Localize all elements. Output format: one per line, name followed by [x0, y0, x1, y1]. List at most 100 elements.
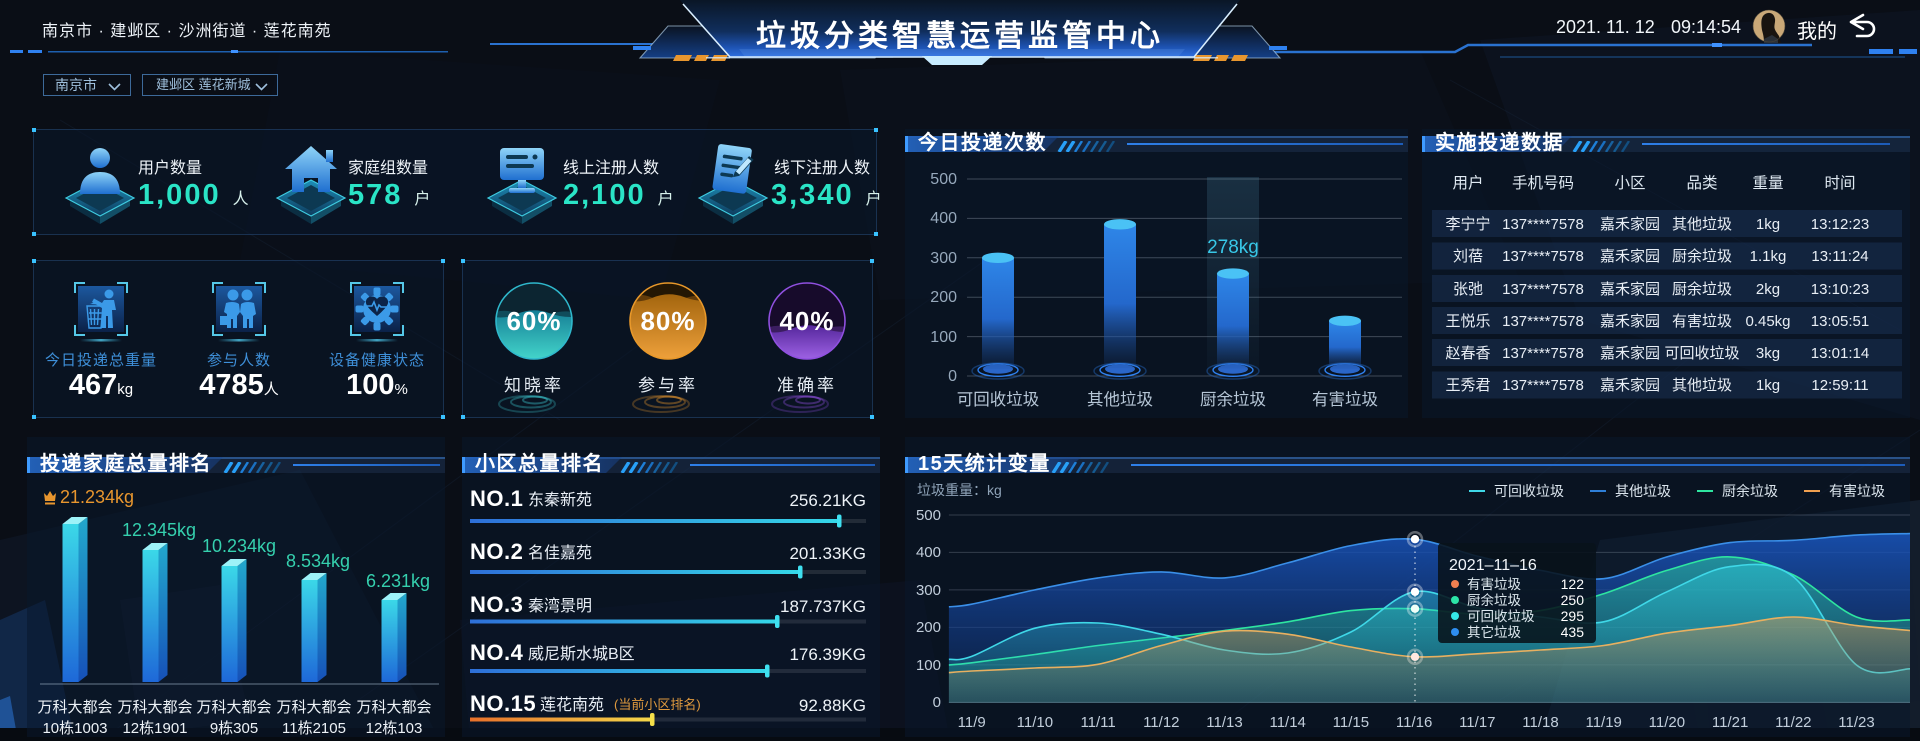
svg-text:137****7578: 137****7578: [1502, 313, 1584, 330]
svg-text:有害垃圾: 有害垃圾: [1672, 313, 1732, 330]
svg-text:可回收垃圾: 可回收垃圾: [957, 390, 1040, 409]
svg-text:1.1kg: 1.1kg: [1750, 248, 1787, 265]
svg-text:其它垃圾: 其它垃圾: [1467, 624, 1521, 640]
svg-text:有害垃圾: 有害垃圾: [1467, 577, 1521, 592]
svg-text:2kg: 2kg: [1756, 281, 1780, 298]
svg-text:NO.1: NO.1: [470, 486, 523, 511]
svg-text:NO.15: NO.15: [470, 691, 536, 716]
svg-text:13:10:23: 13:10:23: [1811, 281, 1869, 298]
svg-text:11/10: 11/10: [1017, 714, 1053, 731]
svg-text:其他垃圾: 其他垃圾: [1672, 216, 1732, 233]
svg-text:300: 300: [916, 582, 941, 599]
svg-text:嘉禾家园: 嘉禾家园: [1600, 313, 1660, 330]
svg-text:137****7578: 137****7578: [1502, 248, 1584, 265]
svg-text:278kg: 278kg: [1207, 237, 1259, 258]
svg-text:500: 500: [930, 171, 957, 188]
svg-text:256.21KG: 256.21KG: [789, 491, 866, 510]
svg-text:嘉禾家园: 嘉禾家园: [1600, 377, 1660, 394]
svg-text:3kg: 3kg: [1756, 345, 1780, 362]
svg-text:11/18: 11/18: [1522, 714, 1558, 731]
svg-text:11/22: 11/22: [1775, 714, 1811, 731]
svg-text:80%: 80%: [640, 306, 695, 336]
svg-text:11栋2105: 11栋2105: [282, 719, 346, 737]
svg-text:可回收垃圾: 可回收垃圾: [1664, 345, 1739, 362]
svg-text:威尼斯水城B区: 威尼斯水城B区: [528, 645, 635, 663]
svg-text:400: 400: [916, 544, 941, 561]
svg-text:201.33KG: 201.33KG: [789, 544, 866, 563]
svg-text:可回收垃圾: 可回收垃圾: [1467, 609, 1535, 624]
svg-text:187.737KG: 187.737KG: [780, 597, 866, 616]
svg-text:12.345kg: 12.345kg: [122, 520, 196, 540]
svg-text:厨余垃圾: 厨余垃圾: [1467, 592, 1521, 608]
svg-text:9栋305: 9栋305: [210, 719, 258, 737]
svg-text:11/21: 11/21: [1712, 714, 1748, 731]
svg-text:嘉禾家园: 嘉禾家园: [1600, 216, 1660, 233]
svg-text:12:59:11: 12:59:11: [1811, 377, 1868, 394]
svg-text:11/23: 11/23: [1838, 714, 1874, 731]
svg-text:NO.4: NO.4: [470, 640, 524, 665]
svg-text:295: 295: [1561, 608, 1585, 624]
svg-text:13:12:23: 13:12:23: [1811, 216, 1869, 233]
svg-text:手机号码: 手机号码: [1512, 174, 1574, 192]
svg-text:137****7578: 137****7578: [1502, 345, 1584, 362]
svg-text:0.45kg: 0.45kg: [1745, 313, 1790, 330]
svg-text:21.234kg: 21.234kg: [60, 487, 134, 507]
svg-text:王悦乐: 王悦乐: [1445, 313, 1490, 330]
svg-text:137****7578: 137****7578: [1502, 216, 1584, 233]
svg-text:赵春香: 赵春香: [1445, 345, 1490, 362]
svg-text:200: 200: [916, 619, 941, 636]
svg-text:重量: 重量: [1752, 174, 1783, 192]
svg-text:嘉禾家园: 嘉禾家园: [1600, 281, 1660, 298]
svg-text:莲花南苑: 莲花南苑: [540, 696, 604, 714]
svg-text:嘉禾家园: 嘉禾家园: [1600, 345, 1660, 362]
svg-text:NO.2: NO.2: [470, 539, 523, 564]
svg-text:东秦新苑: 东秦新苑: [528, 491, 592, 509]
svg-text:11/12: 11/12: [1143, 714, 1179, 731]
svg-text:11/11: 11/11: [1080, 714, 1115, 731]
svg-text:厨余垃圾: 厨余垃圾: [1672, 280, 1732, 298]
svg-text:11/14: 11/14: [1269, 714, 1305, 731]
svg-text:11/13: 11/13: [1206, 714, 1242, 731]
svg-text:NO.3: NO.3: [470, 592, 523, 617]
svg-text:0: 0: [933, 694, 941, 711]
svg-text:8.534kg: 8.534kg: [286, 551, 350, 571]
svg-text:用户: 用户: [1452, 174, 1483, 192]
svg-text:12栋103: 12栋103: [366, 719, 423, 737]
svg-text:嘉禾家园: 嘉禾家园: [1600, 248, 1660, 265]
svg-text:名佳嘉苑: 名佳嘉苑: [528, 544, 592, 562]
svg-text:11/19: 11/19: [1585, 714, 1621, 731]
svg-text:其他垃圾: 其他垃圾: [1672, 377, 1732, 394]
svg-text:厨余垃圾: 厨余垃圾: [1672, 247, 1732, 265]
svg-text:11/15: 11/15: [1333, 714, 1369, 731]
svg-text:100: 100: [916, 657, 941, 674]
svg-text:10栋1003: 10栋1003: [42, 719, 107, 737]
svg-text:李宁宁: 李宁宁: [1445, 216, 1490, 233]
svg-text:40%: 40%: [779, 306, 834, 336]
svg-text:435: 435: [1561, 624, 1585, 640]
svg-text:万科大都会: 万科大都会: [196, 699, 271, 716]
svg-text:厨余垃圾: 厨余垃圾: [1200, 390, 1266, 409]
svg-text:小区: 小区: [1614, 174, 1645, 192]
svg-text:500: 500: [916, 507, 941, 524]
svg-text:11/9: 11/9: [958, 714, 986, 731]
svg-text:1kg: 1kg: [1756, 216, 1780, 233]
svg-text:122: 122: [1561, 576, 1585, 592]
svg-text:0: 0: [948, 368, 957, 385]
svg-text:137****7578: 137****7578: [1502, 281, 1584, 298]
svg-text:万科大都会: 万科大都会: [276, 699, 351, 716]
svg-text:(当前小区排名): (当前小区排名): [614, 697, 701, 712]
svg-text:250: 250: [1561, 592, 1585, 608]
svg-text:时间: 时间: [1824, 174, 1855, 192]
svg-text:1kg: 1kg: [1756, 377, 1780, 394]
svg-text:200: 200: [930, 289, 957, 306]
svg-text:100: 100: [930, 329, 957, 346]
svg-text:12栋1901: 12栋1901: [122, 719, 187, 737]
svg-text:6.231kg: 6.231kg: [366, 571, 430, 591]
svg-text:刘蓓: 刘蓓: [1453, 248, 1483, 265]
svg-text:11/16: 11/16: [1396, 714, 1432, 731]
svg-text:王秀君: 王秀君: [1445, 377, 1490, 394]
svg-text:11/20: 11/20: [1649, 714, 1685, 731]
svg-text:2021–11–16: 2021–11–16: [1449, 557, 1537, 574]
svg-text:张弛: 张弛: [1453, 281, 1483, 298]
svg-text:13:01:14: 13:01:14: [1811, 345, 1869, 362]
